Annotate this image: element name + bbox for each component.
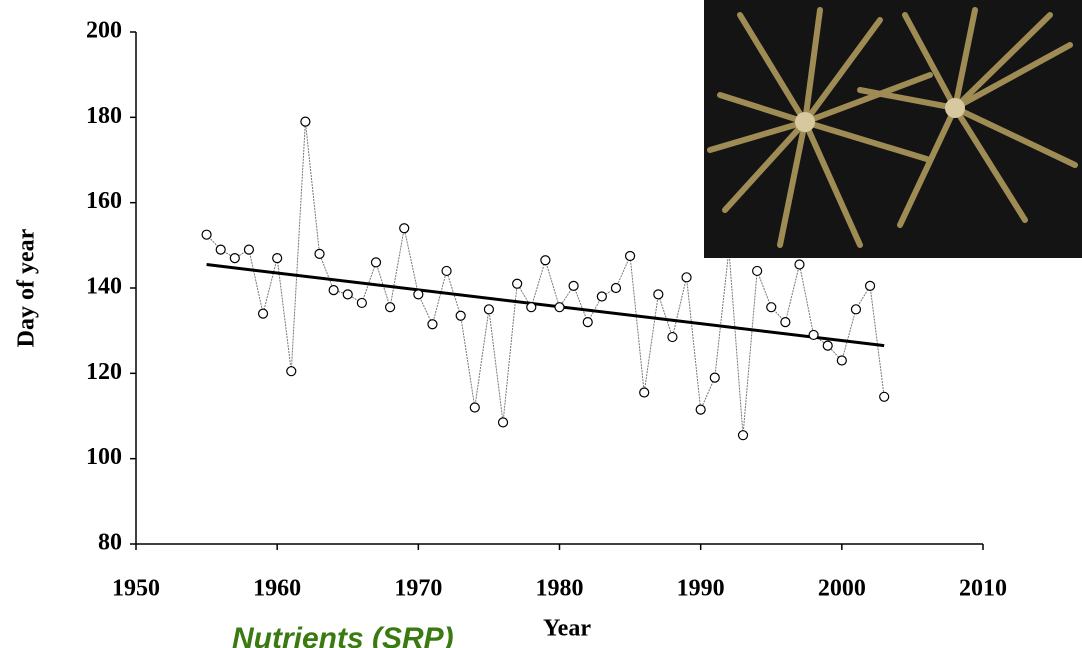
x-tick-label: 1980 bbox=[536, 576, 584, 602]
data-point bbox=[512, 278, 523, 289]
data-point bbox=[667, 331, 678, 343]
data-point bbox=[709, 372, 720, 383]
data-point bbox=[257, 308, 269, 319]
data-point bbox=[582, 317, 593, 328]
data-point bbox=[328, 285, 339, 296]
diatom-image bbox=[704, 0, 1082, 258]
data-point bbox=[610, 282, 622, 294]
x-tick-label: 1960 bbox=[253, 576, 301, 602]
data-point bbox=[272, 253, 283, 264]
y-tick-label: 100 bbox=[86, 444, 122, 470]
x-tick-label: 1950 bbox=[112, 576, 160, 602]
data-point bbox=[385, 302, 396, 313]
data-point bbox=[681, 272, 692, 283]
data-point bbox=[596, 291, 607, 302]
data-point bbox=[737, 430, 749, 441]
data-point bbox=[850, 304, 862, 315]
data-point bbox=[370, 257, 382, 268]
data-point bbox=[399, 223, 410, 234]
data-point bbox=[822, 340, 833, 351]
caption: Nutrients (SRP) bbox=[232, 622, 454, 648]
data-point bbox=[427, 319, 438, 330]
data-point bbox=[836, 355, 847, 366]
x-tick-label: 1990 bbox=[677, 576, 725, 602]
data-point bbox=[864, 280, 876, 291]
data-point bbox=[201, 229, 212, 240]
data-point bbox=[497, 417, 509, 428]
data-point bbox=[455, 310, 466, 321]
data-point bbox=[554, 302, 565, 313]
data-point bbox=[540, 255, 551, 266]
data-point bbox=[356, 297, 367, 309]
data-point bbox=[780, 317, 791, 328]
data-point bbox=[413, 289, 424, 300]
data-point bbox=[215, 244, 226, 255]
data-point bbox=[483, 304, 495, 315]
data-point bbox=[639, 387, 650, 398]
y-tick-label: 200 bbox=[86, 18, 122, 44]
data-point bbox=[794, 259, 805, 270]
data-point bbox=[752, 265, 763, 277]
data-point bbox=[300, 116, 311, 127]
trend-line bbox=[206, 263, 885, 348]
data-point bbox=[286, 366, 297, 377]
data-point bbox=[342, 289, 353, 300]
y-tick-label: 180 bbox=[86, 103, 122, 129]
data-point bbox=[879, 391, 890, 402]
y-axis-title: Day of year bbox=[14, 228, 40, 347]
x-axis-title: Year bbox=[543, 616, 591, 642]
data-point bbox=[653, 289, 664, 300]
data-point bbox=[243, 244, 255, 255]
y-tick-label: 120 bbox=[86, 359, 122, 385]
x-tick-label: 2010 bbox=[959, 576, 1007, 602]
x-tick-label: 2000 bbox=[818, 576, 866, 602]
y-tick-label: 160 bbox=[86, 188, 122, 214]
x-tick-label: 1970 bbox=[394, 576, 442, 602]
data-point bbox=[568, 280, 579, 291]
data-point bbox=[766, 302, 777, 313]
y-tick-label: 140 bbox=[86, 274, 122, 300]
data-point bbox=[808, 329, 819, 341]
data-point bbox=[624, 250, 636, 262]
data-point bbox=[526, 302, 537, 313]
data-point bbox=[695, 404, 706, 415]
y-tick-label: 80 bbox=[98, 530, 122, 556]
data-point bbox=[469, 402, 480, 413]
data-point bbox=[229, 253, 240, 264]
data-point bbox=[314, 248, 325, 259]
data-point bbox=[441, 265, 452, 277]
